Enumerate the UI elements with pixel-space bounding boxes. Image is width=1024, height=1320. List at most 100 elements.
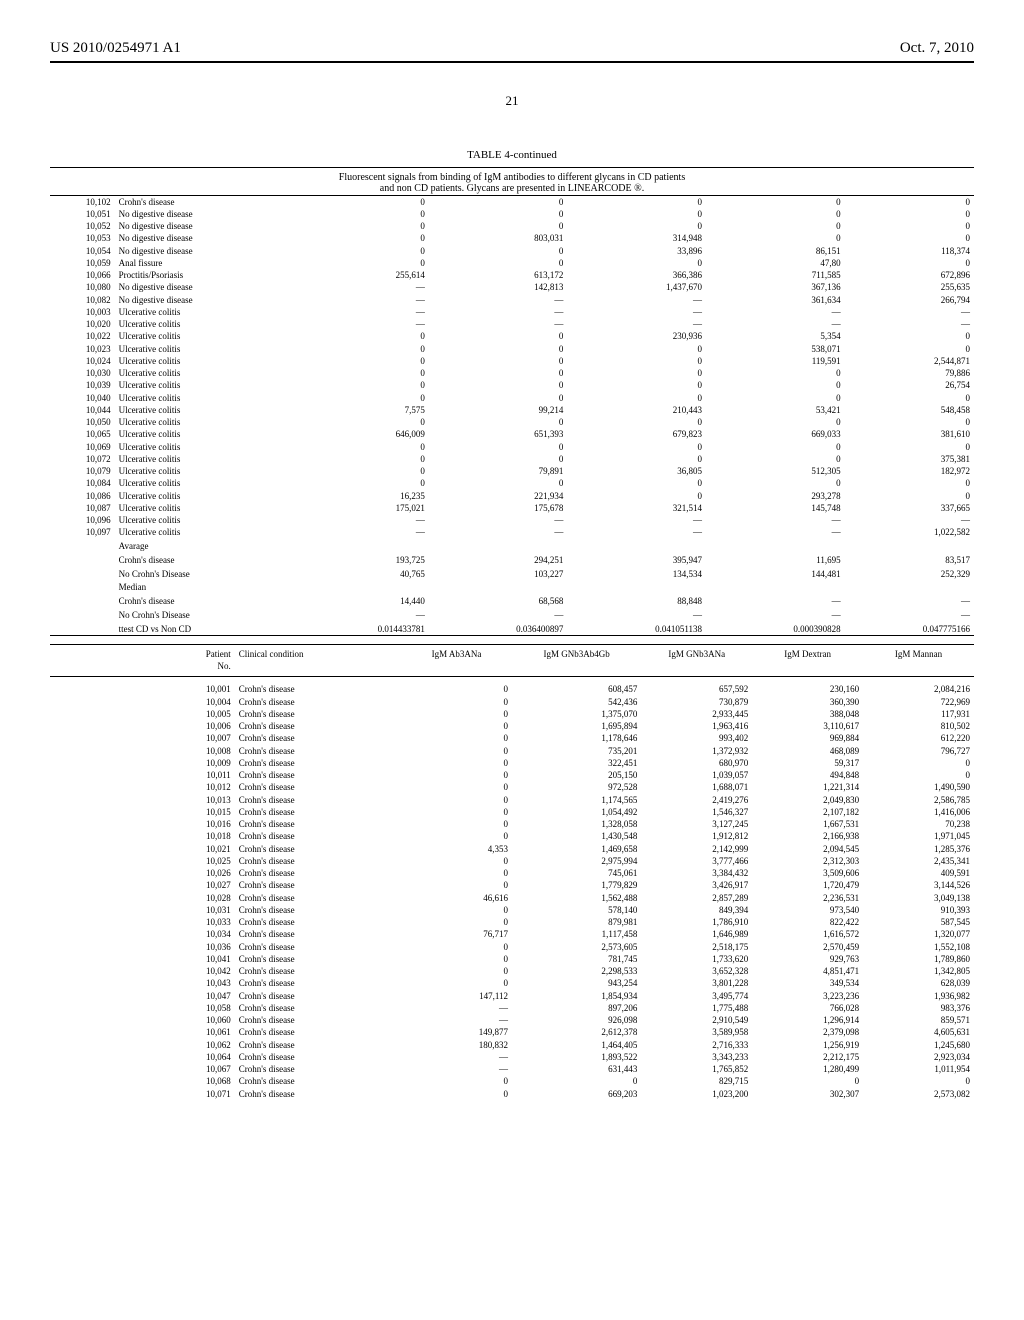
table-row: 10,086Ulcerative colitis16,235221,934029… [50, 490, 974, 502]
value-cell: 0 [429, 343, 568, 355]
value-cell: 205,150 [512, 770, 641, 782]
value-cell: 0 [299, 441, 428, 453]
table-row: 10,069Ulcerative colitis00000 [50, 441, 974, 453]
value-cell: 46,616 [401, 892, 512, 904]
value-cell: 0 [845, 196, 974, 209]
value-cell: — [429, 306, 568, 318]
patient-no: 10,096 [50, 515, 115, 527]
value-cell: 766,028 [752, 1002, 863, 1014]
value-cell: 628,039 [863, 978, 974, 990]
value-cell: 0 [401, 917, 512, 929]
table-row: 10,062Crohn's disease180,8321,464,4052,7… [50, 1039, 974, 1051]
summary-cell: Crohn's disease [115, 553, 300, 567]
value-cell: 180,832 [401, 1039, 512, 1051]
patient-no: 10,013 [50, 794, 235, 806]
value-cell: 86,151 [706, 245, 845, 257]
value-cell: 2,612,378 [512, 1027, 641, 1039]
value-cell: 3,652,328 [641, 966, 752, 978]
summary-cell: 40,765 [299, 567, 428, 581]
value-cell: 0 [299, 478, 428, 490]
value-cell: 578,140 [512, 904, 641, 916]
value-cell: 781,745 [512, 953, 641, 965]
summary-cell [567, 539, 706, 553]
value-cell: 3,509,606 [752, 868, 863, 880]
value-cell: 0 [401, 757, 512, 769]
value-cell: 672,896 [845, 270, 974, 282]
patient-no: 10,068 [50, 1076, 235, 1088]
summary-cell: — [706, 608, 845, 622]
value-cell: 0 [567, 355, 706, 367]
value-cell: 0 [567, 490, 706, 502]
table-row: 10,025Crohn's disease02,975,9943,777,466… [50, 855, 974, 867]
value-cell: 0 [401, 721, 512, 733]
value-cell: 1,667,531 [752, 819, 863, 831]
value-cell: 2,107,182 [752, 806, 863, 818]
value-cell: 879,981 [512, 917, 641, 929]
condition: Ulcerative colitis [115, 368, 300, 380]
value-cell: 2,419,276 [641, 794, 752, 806]
patient-no: 10,033 [50, 917, 235, 929]
table-row: 10,071Crohn's disease0669,2031,023,20030… [50, 1088, 974, 1100]
table-row: 10,027Crohn's disease01,779,8293,426,917… [50, 880, 974, 892]
value-cell: — [706, 515, 845, 527]
summary-cell: 11,695 [706, 553, 845, 567]
patient-no: 10,005 [50, 708, 235, 720]
table-row: 10,008Crohn's disease0735,2011,372,93246… [50, 745, 974, 757]
value-cell: 4,353 [401, 843, 512, 855]
value-cell: 2,435,341 [863, 855, 974, 867]
value-cell: 53,421 [706, 404, 845, 416]
value-cell: 0 [401, 941, 512, 953]
value-cell: 360,390 [752, 696, 863, 708]
condition: Crohn's disease [235, 1064, 401, 1076]
value-cell: 0 [401, 684, 512, 696]
patient-no: 10,023 [50, 343, 115, 355]
value-cell: 0 [401, 880, 512, 892]
value-cell: 1,285,376 [863, 843, 974, 855]
value-cell: 2,975,994 [512, 855, 641, 867]
value-cell: 1,971,045 [863, 831, 974, 843]
table-row: 10,024Ulcerative colitis000119,5912,544,… [50, 355, 974, 367]
value-cell: 943,254 [512, 978, 641, 990]
value-cell: 538,071 [706, 343, 845, 355]
value-cell: 1,256,919 [752, 1039, 863, 1051]
value-cell: 2,923,034 [863, 1051, 974, 1063]
summary-cell: 0.047775166 [845, 622, 974, 636]
value-cell: 76,717 [401, 929, 512, 941]
value-cell: 47,80 [706, 257, 845, 269]
value-cell: 0 [299, 417, 428, 429]
table-row: 10,068Crohn's disease00829,71500 [50, 1076, 974, 1088]
value-cell: 1,646,989 [641, 929, 752, 941]
value-cell: — [299, 527, 428, 539]
value-cell: — [299, 319, 428, 331]
value-cell: 1,054,492 [512, 806, 641, 818]
value-cell: 0 [845, 490, 974, 502]
condition: Proctitis/Psoriasis [115, 270, 300, 282]
summary-cell: No Crohn's Disease [115, 608, 300, 622]
value-cell: 117,931 [863, 708, 974, 720]
value-cell: 0 [401, 745, 512, 757]
patient-no: 10,084 [50, 478, 115, 490]
table-row: 10,028Crohn's disease46,6161,562,4882,85… [50, 892, 974, 904]
value-cell: 796,727 [863, 745, 974, 757]
value-cell: 810,502 [863, 721, 974, 733]
value-cell: 293,278 [706, 490, 845, 502]
value-cell: 3,343,233 [641, 1051, 752, 1063]
value-cell: — [567, 306, 706, 318]
table-row: 10,021Crohn's disease4,3531,469,6582,142… [50, 843, 974, 855]
patient-no: 10,015 [50, 806, 235, 818]
value-cell: 349,534 [752, 978, 863, 990]
value-cell: 59,317 [752, 757, 863, 769]
page-header: US 2010/0254971 A1 Oct. 7, 2010 [50, 40, 974, 57]
patient-no: 10,059 [50, 257, 115, 269]
summary-cell [50, 553, 115, 567]
patient-no: 10,022 [50, 331, 115, 343]
value-cell: 0 [401, 831, 512, 843]
summary-cell [429, 580, 568, 594]
value-cell: 1,023,200 [641, 1088, 752, 1100]
condition: Crohn's disease [235, 1015, 401, 1027]
value-cell: 4,605,631 [863, 1027, 974, 1039]
patient-no: 10,036 [50, 941, 235, 953]
condition: Crohn's disease [235, 904, 401, 916]
table2-header-row: PatientNo.Clinical conditionIgM Ab3ANaIg… [50, 645, 974, 677]
value-cell: 829,715 [641, 1076, 752, 1088]
